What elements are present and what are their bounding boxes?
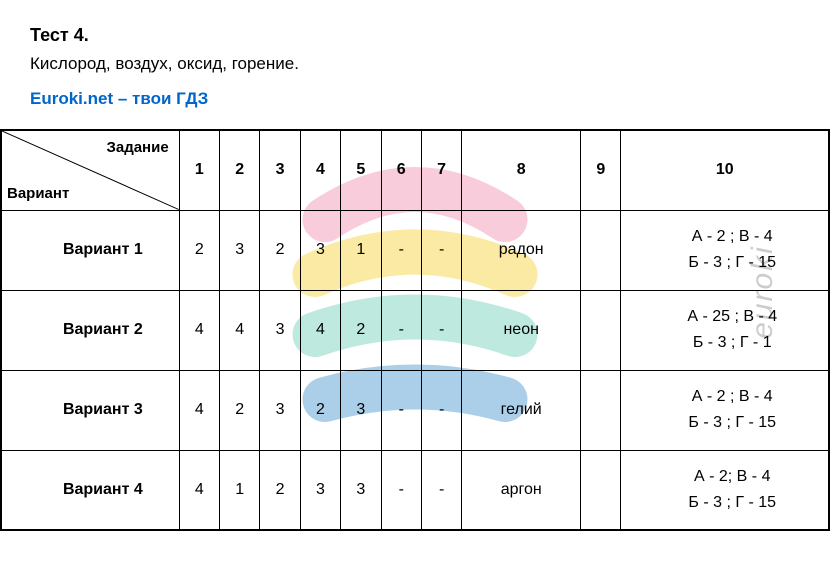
table-row: Вариант 342323--гелийА - 2 ; В - 4Б - 3 … bbox=[1, 370, 829, 450]
answers-table: Задание Вариант 1 2 3 4 5 6 7 8 9 10 Вар… bbox=[0, 129, 830, 531]
answer-cell: 3 bbox=[220, 210, 260, 290]
answer-cell: - bbox=[381, 450, 421, 530]
answer-cell: 3 bbox=[300, 450, 340, 530]
answer-cell: 2 bbox=[300, 370, 340, 450]
table-row: Вариант 123231--радонА - 2 ; В - 4Б - 3 … bbox=[1, 210, 829, 290]
answer-cell: 1 bbox=[341, 210, 381, 290]
answer-cell: А - 2 ; В - 4Б - 3 ; Г - 15 bbox=[621, 210, 829, 290]
answer-cell: 4 bbox=[220, 290, 260, 370]
col-header-4: 4 bbox=[300, 130, 340, 210]
answer-cell: неон bbox=[462, 290, 581, 370]
answer-cell: А - 2 ; В - 4Б - 3 ; Г - 15 bbox=[621, 370, 829, 450]
answer-cell: 2 bbox=[260, 450, 300, 530]
answer-cell: 4 bbox=[300, 290, 340, 370]
answer-cell: - bbox=[421, 210, 461, 290]
col-header-2: 2 bbox=[220, 130, 260, 210]
header-variant-label: Вариант bbox=[7, 185, 69, 202]
col-header-1: 1 bbox=[179, 130, 219, 210]
answer-cell: А - 2; В - 4Б - 3 ; Г - 15 bbox=[621, 450, 829, 530]
answer-cell: - bbox=[421, 290, 461, 370]
answer-cell: - bbox=[381, 290, 421, 370]
answer-cell: 3 bbox=[341, 370, 381, 450]
content-wrapper: Тест 4. Кислород, воздух, оксид, горение… bbox=[0, 25, 830, 531]
answer-cell: А - 25 ; В - 4Б - 3 ; Г - 1 bbox=[621, 290, 829, 370]
header-task-label: Задание bbox=[106, 139, 168, 156]
col-header-3: 3 bbox=[260, 130, 300, 210]
answer-cell: - bbox=[381, 370, 421, 450]
answer-cell: аргон bbox=[462, 450, 581, 530]
answer-cell: гелий bbox=[462, 370, 581, 450]
col-header-9: 9 bbox=[581, 130, 621, 210]
variant-label: Вариант 2 bbox=[1, 290, 179, 370]
col-header-7: 7 bbox=[421, 130, 461, 210]
answer-cell bbox=[581, 290, 621, 370]
col-header-6: 6 bbox=[381, 130, 421, 210]
header-diagonal-cell: Задание Вариант bbox=[1, 130, 179, 210]
col-header-8: 8 bbox=[462, 130, 581, 210]
answer-cell: 4 bbox=[179, 370, 219, 450]
test-title: Тест 4. bbox=[30, 25, 830, 46]
answer-cell: 3 bbox=[260, 370, 300, 450]
answer-cell: - bbox=[421, 450, 461, 530]
site-link[interactable]: Euroki.net – твои ГДЗ bbox=[30, 89, 830, 109]
answer-cell bbox=[581, 450, 621, 530]
answer-cell: 3 bbox=[260, 290, 300, 370]
table-header-row: Задание Вариант 1 2 3 4 5 6 7 8 9 10 bbox=[1, 130, 829, 210]
answer-cell bbox=[581, 370, 621, 450]
table-row: Вариант 441233--аргонА - 2; В - 4Б - 3 ;… bbox=[1, 450, 829, 530]
test-subtitle: Кислород, воздух, оксид, горение. bbox=[30, 54, 830, 74]
answer-cell: - bbox=[421, 370, 461, 450]
answer-cell: 3 bbox=[341, 450, 381, 530]
col-header-5: 5 bbox=[341, 130, 381, 210]
answer-cell: 2 bbox=[260, 210, 300, 290]
answer-cell: 4 bbox=[179, 290, 219, 370]
variant-label: Вариант 1 bbox=[1, 210, 179, 290]
answer-cell: - bbox=[381, 210, 421, 290]
answer-cell: 2 bbox=[220, 370, 260, 450]
answer-cell: 4 bbox=[179, 450, 219, 530]
answer-cell bbox=[581, 210, 621, 290]
answer-cell: 2 bbox=[341, 290, 381, 370]
answer-cell: 2 bbox=[179, 210, 219, 290]
variant-label: Вариант 4 bbox=[1, 450, 179, 530]
answer-cell: 3 bbox=[300, 210, 340, 290]
answer-cell: 1 bbox=[220, 450, 260, 530]
table-row: Вариант 244342--неонА - 25 ; В - 4Б - 3 … bbox=[1, 290, 829, 370]
answer-cell: радон bbox=[462, 210, 581, 290]
col-header-10: 10 bbox=[621, 130, 829, 210]
variant-label: Вариант 3 bbox=[1, 370, 179, 450]
